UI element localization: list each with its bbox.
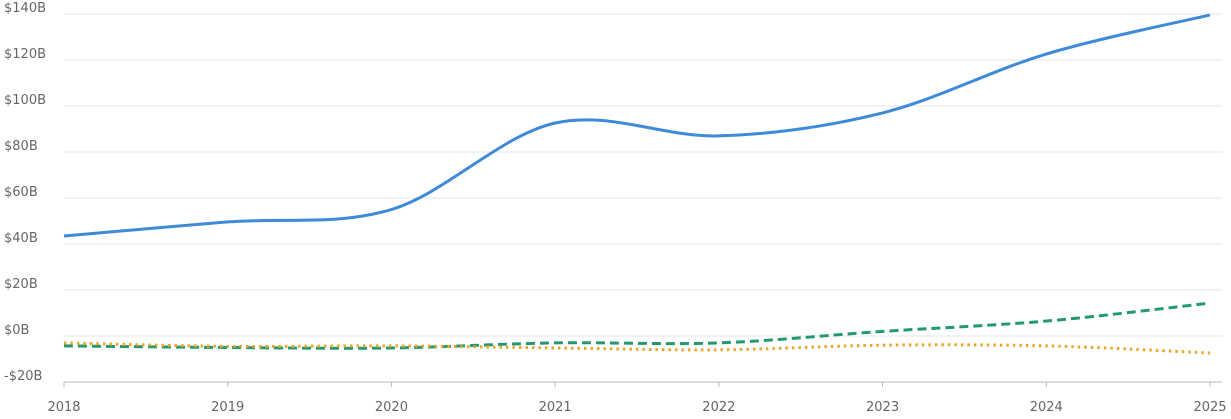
x-tick-label: 2024: [1030, 400, 1063, 415]
x-tick-label: 2023: [866, 400, 899, 415]
y-tick-label: $20B: [4, 277, 38, 292]
series-line: [63, 301, 1211, 350]
x-tick-label: 2022: [702, 400, 735, 415]
x-tick-label: 2019: [211, 400, 244, 415]
y-tick-label: $120B: [4, 47, 46, 62]
x-tick-label: 2025: [1193, 400, 1226, 415]
series-line: [63, 13, 1211, 238]
y-tick-label: $60B: [4, 185, 38, 200]
y-tick-label: -$20B: [4, 369, 42, 384]
y-tick-label: $100B: [4, 93, 46, 108]
x-tick-label: 2020: [375, 400, 408, 415]
y-tick-label: $140B: [4, 1, 46, 16]
y-tick-label: $0B: [4, 323, 29, 338]
x-tick-label: 2021: [539, 400, 572, 415]
x-tick-label: 2018: [47, 400, 80, 415]
y-tick-label: $40B: [4, 231, 38, 246]
y-tick-label: $80B: [4, 139, 38, 154]
series-line: [63, 341, 1211, 355]
